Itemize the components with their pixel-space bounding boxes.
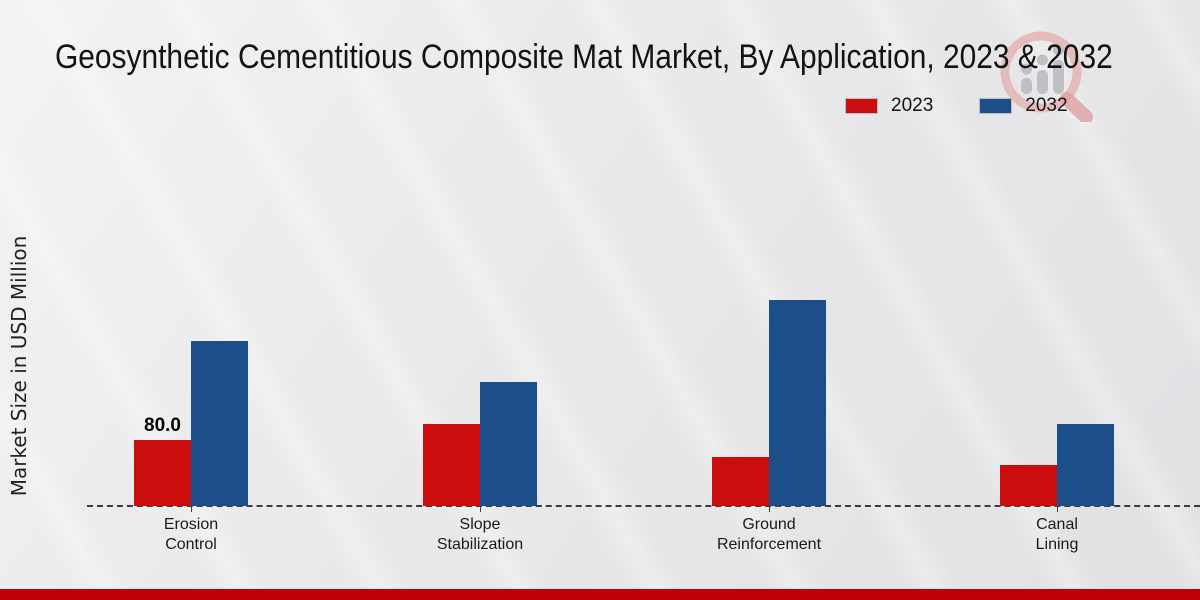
x-axis-label-erosion-control: Erosion Control [163,516,219,553]
x-axis-label-ground-reinforcement: Ground Reinforcement [716,516,822,553]
footer-red-bar [0,589,1200,600]
x-axis-tick-canal-lining [1057,507,1058,512]
legend-label-2023: 2023 [891,95,934,116]
legend-swatch-2023 [845,98,878,114]
legend-item-2032: 2032 [979,95,1068,117]
legend-swatch-2032 [979,98,1013,114]
x-axis-tick-ground-reinforcement [769,507,770,512]
bar-2032-canal-lining [1057,423,1114,506]
bar-value-label: 80.0 [144,415,181,436]
x-axis-baseline [87,505,1200,507]
magnifier-bar-chart-logo-watermark [1000,31,1093,122]
bar-2023-slope-stabilization [423,423,480,506]
bar-2032-ground-reinforcement [769,299,826,506]
legend-item-2023: 2023 [845,95,933,117]
x-axis-tick-erosion-control [191,507,192,512]
bar-2023-erosion-control [134,440,191,506]
bar-2023-canal-lining [1000,464,1057,506]
bar-2032-erosion-control [191,341,248,506]
bar-2023-ground-reinforcement [712,456,769,506]
legend-label-2032: 2032 [1025,95,1068,116]
x-axis-tick-slope-stabilization [480,507,481,512]
x-axis-label-canal-lining: Canal Lining [1035,516,1079,553]
bar-2032-slope-stabilization [480,382,537,506]
chart-title: Geosynthetic Cementitious Composite Mat … [55,38,1113,76]
legend: 2023 2032 [845,95,1068,117]
x-axis-label-slope-stabilization: Slope Stabilization [436,516,524,553]
